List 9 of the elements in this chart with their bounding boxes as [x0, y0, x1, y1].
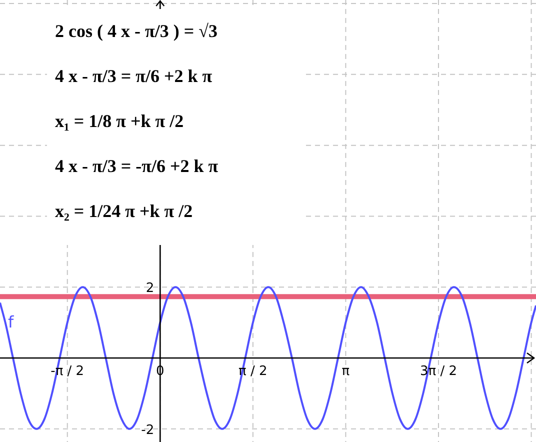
annotation: 4 x - π/3 = π/6 +2 k π — [55, 66, 212, 87]
y-tick-label: 2 — [146, 281, 154, 296]
y-tick-label: -2 — [141, 422, 154, 438]
annotation: x₁ = 1/8 π +k π /2 — [55, 111, 184, 132]
annotation: 2 cos ( 4 x - π/3 ) = √3 — [55, 21, 218, 42]
annotation: 4 x - π/3 = -π/6 +2 k π — [55, 156, 218, 177]
annotation: x₂ = 1/24 π +k π /2 — [55, 201, 193, 222]
series-label: f — [8, 312, 14, 332]
x-tick-label: π — [342, 364, 350, 379]
